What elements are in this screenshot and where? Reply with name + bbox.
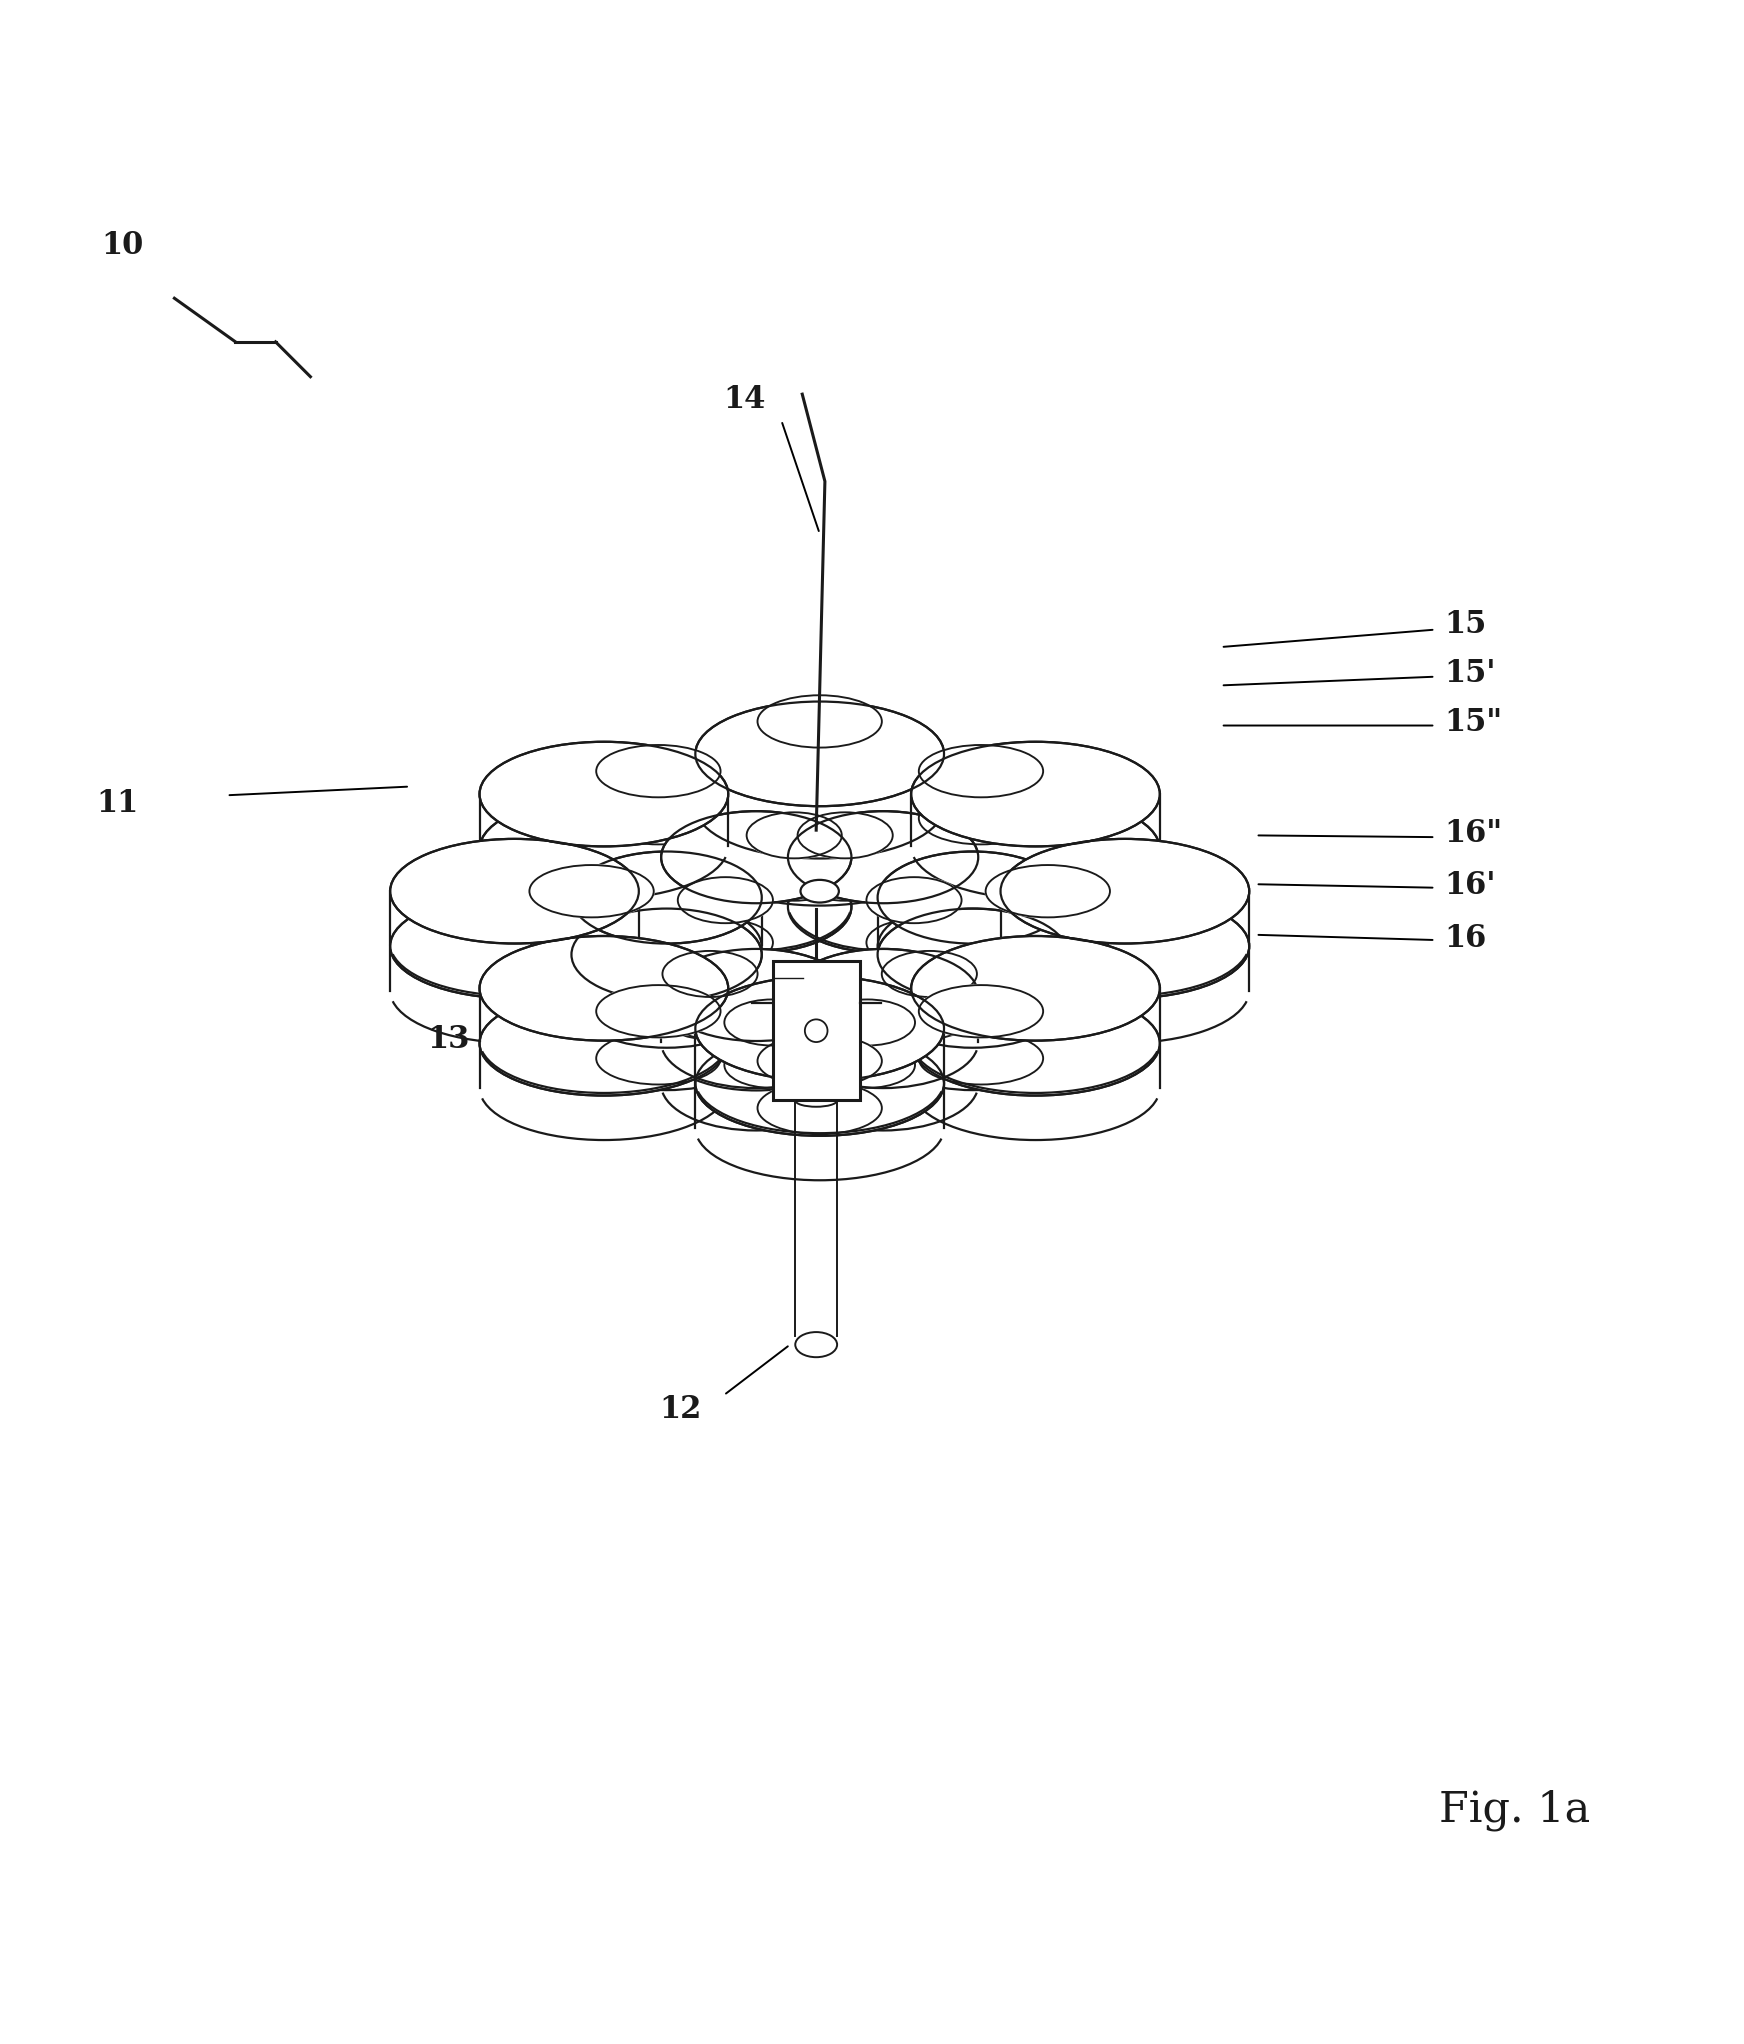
- Ellipse shape: [919, 793, 1043, 844]
- Ellipse shape: [678, 877, 773, 924]
- Text: 10: 10: [101, 231, 143, 262]
- Text: 15': 15': [1444, 658, 1496, 689]
- Ellipse shape: [910, 991, 1160, 1096]
- Ellipse shape: [746, 854, 842, 901]
- Ellipse shape: [1001, 838, 1249, 944]
- Ellipse shape: [696, 1030, 944, 1136]
- Ellipse shape: [820, 1000, 916, 1044]
- Ellipse shape: [757, 1034, 882, 1087]
- Text: 17: 17: [921, 1004, 963, 1034]
- Ellipse shape: [480, 797, 729, 901]
- Ellipse shape: [788, 811, 978, 903]
- Text: 11: 11: [96, 789, 138, 820]
- Ellipse shape: [480, 742, 729, 846]
- Ellipse shape: [596, 744, 720, 797]
- Ellipse shape: [867, 877, 961, 924]
- Text: 14: 14: [724, 384, 766, 415]
- Ellipse shape: [985, 912, 1109, 965]
- Text: 16: 16: [1444, 922, 1486, 955]
- Ellipse shape: [572, 959, 762, 1051]
- Ellipse shape: [391, 893, 638, 997]
- Text: 13: 13: [427, 1024, 469, 1055]
- Ellipse shape: [663, 950, 757, 997]
- Ellipse shape: [696, 977, 944, 1081]
- Ellipse shape: [919, 985, 1043, 1038]
- Text: Fig. 1a: Fig. 1a: [1439, 1788, 1591, 1831]
- Text: 15: 15: [1444, 609, 1486, 640]
- Ellipse shape: [910, 742, 1160, 846]
- Text: 15": 15": [1444, 707, 1502, 738]
- Ellipse shape: [820, 1042, 916, 1087]
- Ellipse shape: [661, 811, 851, 903]
- Ellipse shape: [910, 797, 1160, 901]
- Ellipse shape: [696, 701, 944, 805]
- Ellipse shape: [867, 920, 961, 965]
- Ellipse shape: [797, 854, 893, 901]
- Ellipse shape: [678, 920, 773, 965]
- Ellipse shape: [757, 695, 882, 748]
- Ellipse shape: [596, 793, 720, 844]
- Ellipse shape: [797, 811, 893, 858]
- Ellipse shape: [788, 948, 978, 1040]
- Ellipse shape: [696, 756, 944, 861]
- Ellipse shape: [882, 993, 977, 1038]
- Ellipse shape: [530, 865, 654, 918]
- Ellipse shape: [788, 861, 978, 953]
- Ellipse shape: [795, 1094, 837, 1106]
- Ellipse shape: [572, 910, 762, 1002]
- Ellipse shape: [724, 1042, 820, 1087]
- Ellipse shape: [724, 1000, 820, 1044]
- Ellipse shape: [877, 852, 1067, 944]
- Ellipse shape: [800, 879, 839, 903]
- Ellipse shape: [757, 742, 882, 795]
- Ellipse shape: [480, 991, 729, 1096]
- Ellipse shape: [596, 985, 720, 1038]
- Ellipse shape: [480, 936, 729, 1040]
- Ellipse shape: [661, 948, 851, 1040]
- Ellipse shape: [746, 811, 842, 858]
- Ellipse shape: [788, 997, 978, 1089]
- Ellipse shape: [757, 1081, 882, 1134]
- Ellipse shape: [877, 901, 1067, 993]
- Ellipse shape: [877, 959, 1067, 1051]
- Ellipse shape: [910, 936, 1160, 1040]
- Text: 12: 12: [659, 1394, 701, 1425]
- Ellipse shape: [1001, 893, 1249, 997]
- Ellipse shape: [596, 1032, 720, 1085]
- Ellipse shape: [572, 901, 762, 993]
- Ellipse shape: [391, 838, 638, 944]
- Ellipse shape: [806, 1020, 828, 1042]
- Ellipse shape: [795, 1333, 837, 1357]
- Ellipse shape: [919, 1032, 1043, 1085]
- Ellipse shape: [572, 852, 762, 944]
- Ellipse shape: [919, 744, 1043, 797]
- Ellipse shape: [530, 912, 654, 965]
- Bar: [773, 961, 860, 1100]
- Text: 16": 16": [1444, 818, 1502, 848]
- Ellipse shape: [661, 997, 851, 1089]
- Ellipse shape: [661, 861, 851, 953]
- Ellipse shape: [985, 865, 1109, 918]
- Text: 16': 16': [1444, 871, 1496, 901]
- Ellipse shape: [663, 993, 757, 1038]
- Ellipse shape: [882, 950, 977, 997]
- Ellipse shape: [877, 910, 1067, 1002]
